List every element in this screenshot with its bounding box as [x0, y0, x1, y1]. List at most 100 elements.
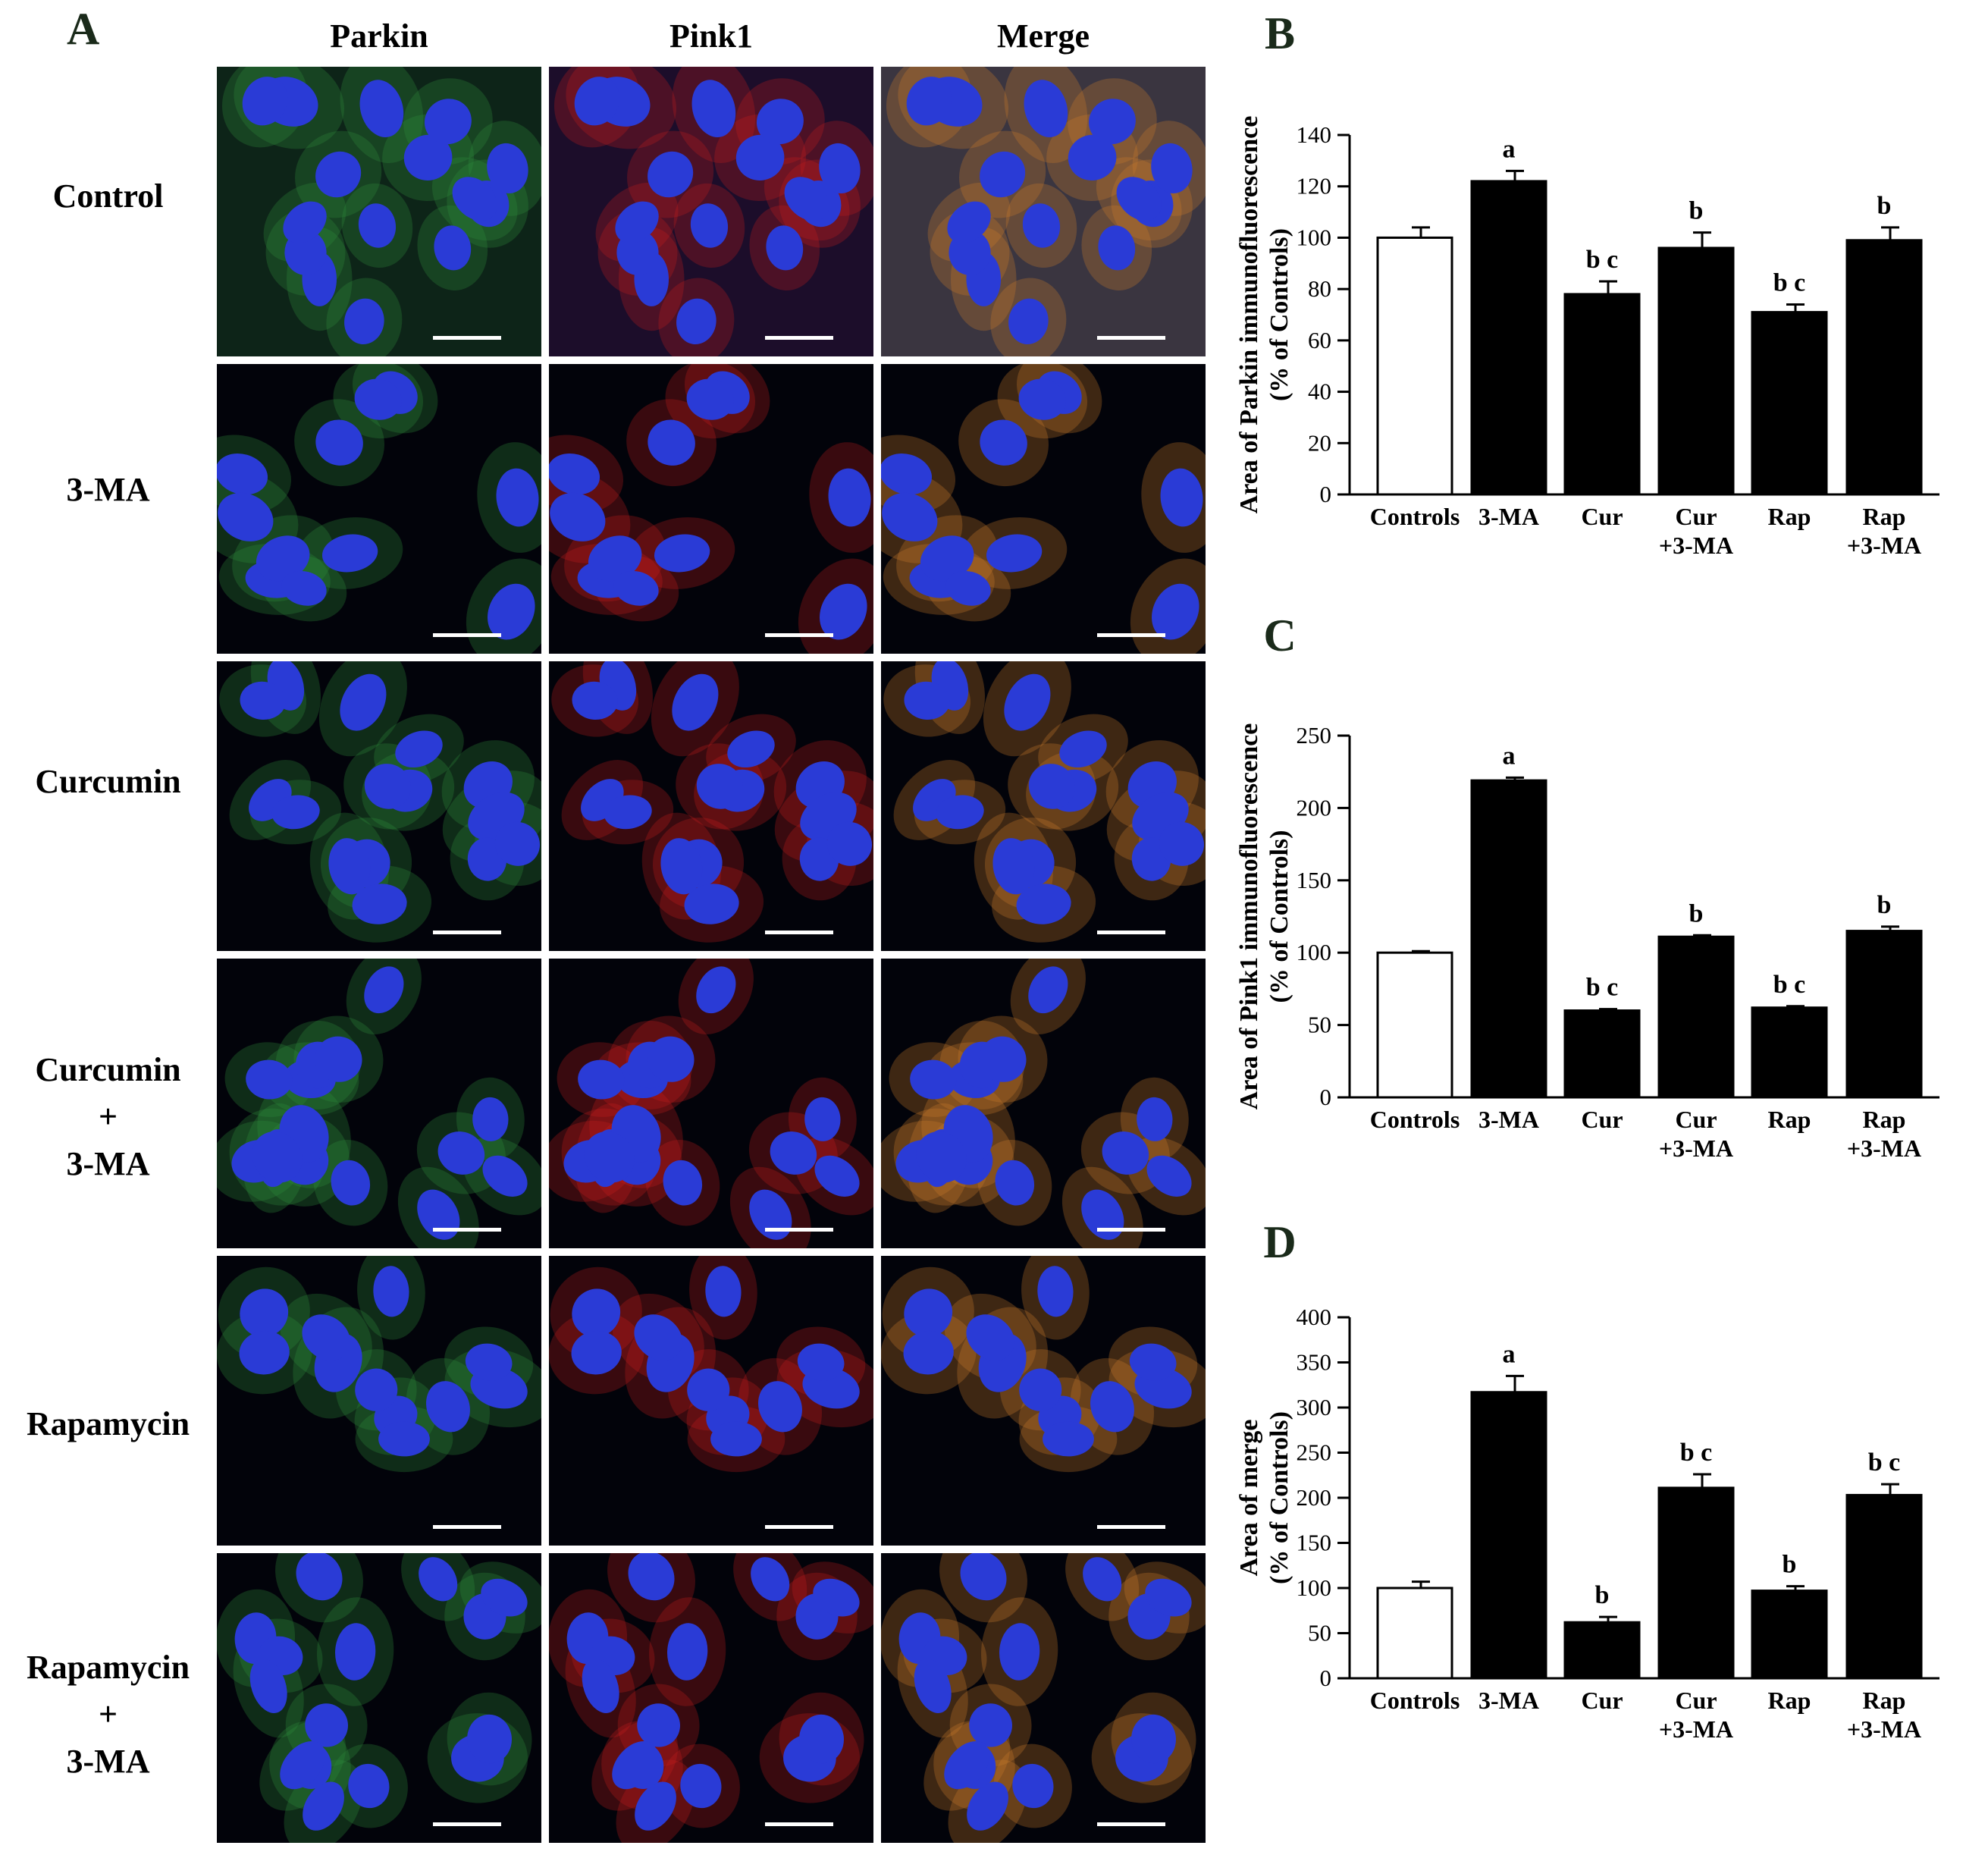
- row-label-line: Rapamycin: [26, 1405, 190, 1442]
- y-tick-label: 80: [1308, 275, 1331, 302]
- bar-rap: [1751, 1006, 1828, 1099]
- micrograph-rapamycin-3ma-merge: [881, 1553, 1206, 1843]
- y-tick-label: 120: [1297, 173, 1332, 199]
- significance-label: a: [1503, 742, 1516, 770]
- scale-bar: [1097, 931, 1165, 934]
- scale-bar: [433, 633, 501, 637]
- x-tick-label: +3-MA: [1847, 1135, 1921, 1162]
- significance-label: b c: [1680, 1439, 1713, 1467]
- y-tick-label: 150: [1297, 1530, 1332, 1556]
- row-label-line: 3-MA: [66, 1145, 150, 1182]
- row-label-control: Control: [0, 173, 216, 220]
- y-tick-label: 100: [1297, 939, 1332, 965]
- x-tick-label: Cur: [1675, 1106, 1717, 1133]
- micrograph-curcumin-pink1: [549, 661, 873, 951]
- panel-letter-b: B: [1265, 8, 1295, 58]
- micrograph-3ma-pink1: [549, 364, 873, 654]
- row-label-line: Curcumin: [35, 1051, 181, 1088]
- x-tick-label: +3-MA: [1659, 532, 1733, 559]
- micrograph-rapamycin-parkin: [217, 1256, 541, 1546]
- significance-label: a: [1503, 135, 1516, 163]
- micrograph-3ma-merge: [881, 364, 1206, 654]
- bar-3ma: [1470, 180, 1547, 496]
- x-tick-label: Cur: [1675, 1687, 1717, 1714]
- y-axis-label-units: (% of Controls): [1265, 1411, 1293, 1584]
- x-tick-label: Rap: [1768, 1687, 1811, 1714]
- x-tick-label: Rap: [1863, 1106, 1906, 1133]
- x-tick-label: +3-MA: [1847, 1715, 1921, 1743]
- y-tick-label: 100: [1297, 1574, 1332, 1601]
- micrograph-curcumin-3ma-pink1: [549, 959, 873, 1248]
- bar-3ma: [1470, 779, 1547, 1099]
- row-label-line: Rapamycin: [26, 1649, 190, 1686]
- row-label-curcumin-3ma: Curcumin + 3-MA: [0, 1047, 216, 1188]
- y-axis-label: Area of merge: [1235, 1419, 1263, 1576]
- y-tick-label: 60: [1308, 327, 1331, 353]
- micrograph-rapamycin-3ma-pink1: [549, 1553, 873, 1843]
- row-label-line: +: [98, 1696, 118, 1733]
- micrograph-control-merge: [881, 67, 1206, 356]
- row-label-line: Control: [52, 177, 164, 215]
- micrograph-rapamycin-merge: [881, 1256, 1206, 1546]
- significance-label: b: [1877, 891, 1892, 919]
- significance-label: b: [1877, 192, 1892, 220]
- y-tick-label: 300: [1297, 1394, 1332, 1420]
- panel-a-letter: A: [67, 4, 100, 54]
- scale-bar: [1097, 336, 1165, 340]
- y-tick-label: 150: [1297, 867, 1332, 893]
- significance-label: b: [1783, 1551, 1797, 1579]
- significance-label: b: [1595, 1581, 1610, 1609]
- y-tick-label: 400: [1297, 1304, 1332, 1330]
- significance-label: a: [1503, 1340, 1516, 1368]
- x-tick-label: +3-MA: [1659, 1715, 1733, 1743]
- scale-bar: [433, 1822, 501, 1826]
- x-tick-label: Controls: [1370, 1106, 1460, 1133]
- y-tick-label: 350: [1297, 1349, 1332, 1376]
- bar-cur: [1563, 293, 1641, 496]
- x-tick-label: Controls: [1370, 1687, 1460, 1714]
- micrograph-3ma-parkin: [217, 364, 541, 654]
- significance-label: b c: [1773, 971, 1806, 999]
- y-tick-label: 250: [1297, 1439, 1332, 1466]
- bar-controls: [1376, 1587, 1453, 1680]
- x-tick-label: Cur: [1581, 503, 1623, 530]
- y-axis-label-units: (% of Controls): [1265, 228, 1293, 401]
- x-tick-label: Cur: [1581, 1106, 1623, 1133]
- significance-label: b c: [1773, 268, 1806, 297]
- y-axis-label: Area of Pink1 immunofluorescence: [1235, 723, 1263, 1110]
- column-header-pink1: Pink1: [669, 17, 754, 55]
- bar-3ma: [1470, 1391, 1547, 1680]
- y-tick-label: 200: [1297, 794, 1332, 821]
- scale-bar: [433, 336, 501, 340]
- micrograph-curcumin-parkin: [217, 661, 541, 951]
- panel-letter-d: D: [1263, 1217, 1296, 1267]
- bar-cur3ma: [1657, 1486, 1735, 1680]
- significance-label: b c: [1586, 246, 1619, 274]
- x-tick-label: Rap: [1863, 1687, 1906, 1714]
- bar-controls: [1376, 236, 1453, 496]
- y-tick-label: 50: [1308, 1620, 1331, 1646]
- bar-rap3ma: [1845, 930, 1923, 1099]
- column-header-merge: Merge: [996, 17, 1090, 55]
- micrograph-curcumin-3ma-merge: [881, 959, 1206, 1248]
- bar-rap3ma: [1845, 1493, 1923, 1680]
- bar-rap: [1751, 311, 1828, 496]
- y-tick-label: 0: [1320, 481, 1332, 507]
- x-tick-label: +3-MA: [1847, 532, 1921, 559]
- row-label-line: +: [98, 1098, 118, 1135]
- x-tick-label: 3-MA: [1478, 1106, 1539, 1133]
- significance-label: b: [1689, 899, 1704, 927]
- micrograph-curcumin-merge: [881, 661, 1206, 951]
- micrograph-rapamycin-3ma-parkin: [217, 1553, 541, 1843]
- scale-bar: [433, 1525, 501, 1529]
- x-tick-label: Rap: [1768, 503, 1811, 530]
- significance-label: b: [1689, 197, 1704, 225]
- column-header-parkin: Parkin: [330, 17, 428, 55]
- y-tick-label: 40: [1308, 378, 1331, 405]
- x-tick-label: Controls: [1370, 503, 1460, 530]
- bar-cur: [1563, 1009, 1641, 1099]
- micrograph-control-pink1: [549, 67, 873, 356]
- scale-bar: [1097, 633, 1165, 637]
- scale-bar: [765, 336, 833, 340]
- bar-rap: [1751, 1590, 1828, 1680]
